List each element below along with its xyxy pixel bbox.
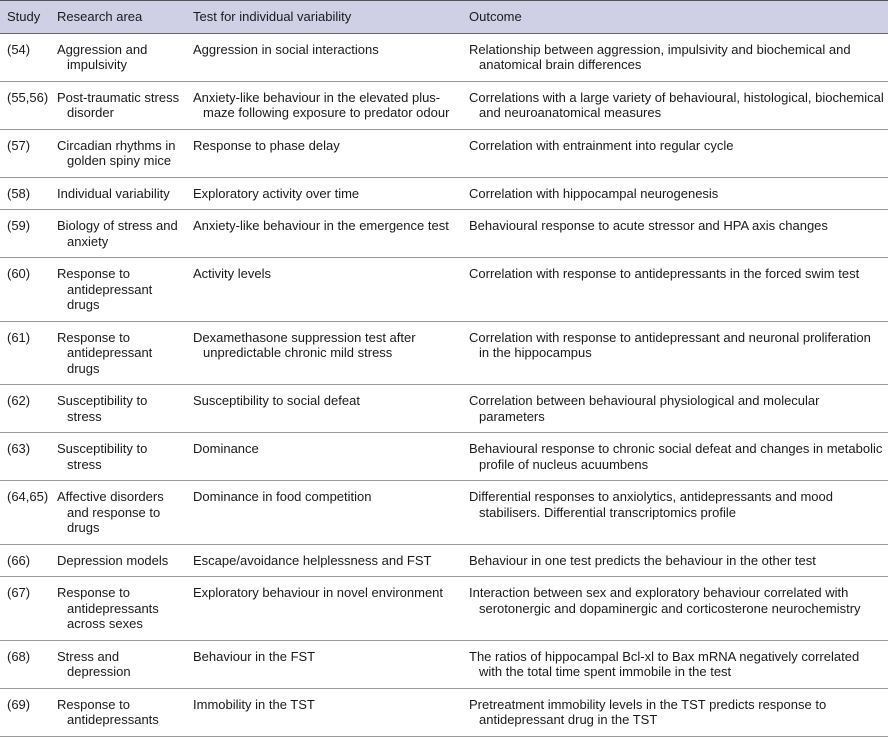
table-row: (59) Biology of stress and anxiety Anxiety… [0,210,888,258]
table-row: (60) Response to antidepressant drugs Acti… [0,258,888,321]
table-cell: Anxiety-like behaviour in the emergence … [193,218,449,233]
table-cell: Dexamethasone suppression test after unp… [193,329,416,361]
table-body: (54) Aggression and impulsivity Aggression… [0,33,888,736]
table-cell: Response to antidepressants [57,696,159,728]
table-row: (57) Circadian rhythms in golden spiny mi… [0,129,888,177]
column-header: Study [7,9,41,24]
table-cell: Biology of stress and anxiety [57,218,178,249]
table-cell: Exploratory behaviour in novel environme… [193,585,444,600]
table-cell: (58) [7,185,31,201]
table-cell: Relationship between aggression, impulsi… [469,41,851,73]
table-cell: Behavioural response to acute stressor a… [469,218,828,233]
table-row: (62) Susceptibility to stress Susceptibili… [0,385,888,433]
table-row: (69) Response to antidepressants Immobilit… [0,688,888,736]
table-cell: Circadian rhythms in golden spiny mice [57,137,176,169]
table-cell: Correlation with entrainment into regula… [469,137,734,153]
table-cell: Immobility in the TST [193,696,315,712]
header-row: Study Research area Test for individual va… [0,0,888,33]
table-cell: Differential responses to anxiolytics, a… [469,489,833,520]
column-header: Research area [57,9,143,24]
table-cell: Affective disorders and response to drug… [57,489,164,535]
table-cell: (55,56) [7,89,49,105]
table-cell: Correlation between behavioural physiolo… [469,393,820,424]
table-cell: Aggression in social interactions [193,41,379,57]
table-cell: Depression models [57,552,169,568]
table-row: (64,65) Affective disorders and response … [0,481,888,544]
table-cell: Response to antidepressant drugs [57,329,153,376]
table-cell: Susceptibility to stress [57,441,148,472]
table-cell: Anxiety-like behaviour in the elevated p… [193,89,450,121]
table-cell: (57) [7,137,31,153]
table-cell: Dominance in food competition [193,489,372,504]
table-cell: (61) [7,329,31,345]
table-cell: Correlation with response to antidepress… [469,266,860,281]
table-cell: Behaviour in one test predicts the behav… [469,552,816,568]
table-row: (54) Aggression and impulsivity Aggression… [0,33,888,81]
table-cell: (63) [7,441,31,456]
table-cell: Response to antidepressants across sexes [57,585,159,631]
table-cell: Correlation with response to antidepress… [469,329,871,361]
table-cell: (54) [7,41,31,57]
table-cell: Individual variability [57,185,170,201]
table-cell: Correlations with a large variety of beh… [469,89,884,121]
table-row: (68) Stress and depression Behaviour in th… [0,640,888,688]
table-cell: (62) [7,393,31,408]
table-cell: Escape/avoidance helplessness and FST [193,552,432,568]
table-row: (61) Response to antidepressant drugs Dexa… [0,321,888,385]
table-cell: Pretreatment immobility levels in the TS… [469,696,827,728]
table-row: (67) Response to antidepressants across s… [0,577,888,640]
table-cell: Susceptibility to stress [57,393,148,424]
table-cell: Activity levels [193,266,272,281]
table-cell: Behaviour in the FST [193,648,316,664]
table-cell: The ratios of hippocampal Bcl-xl to Bax … [469,648,860,680]
table-cell: (66) [7,552,31,568]
table-cell: Susceptibility to social defeat [193,393,360,408]
table-cell: Behavioural response to chronic social d… [469,441,883,472]
table-cell: Post-traumatic stress disorder [57,89,180,121]
table-header: Study Research area Test for individual va… [0,0,888,33]
table-row: (66) Depression models Escape/avoidance he… [0,544,888,577]
column-header: Outcome [469,9,522,24]
table-cell: Exploratory activity over time [193,185,360,201]
column-header: Test for individual variability [193,9,352,24]
table-cell: Interaction between sex and exploratory … [469,585,861,616]
table-cell: (64,65) [7,489,49,504]
table-cell: (67) [7,585,31,600]
table-cell: Correlation with hippocampal neurogenesi… [469,185,719,201]
table-cell: (60) [7,266,31,281]
table-row: (58) Individual variability Exploratory ac… [0,177,888,210]
table-cell: Response to antidepressant drugs [57,266,153,312]
table-cell: Dominance [193,441,259,456]
table-cell: Stress and depression [57,648,131,680]
table-cell: Response to phase delay [193,137,340,153]
table-row: (55,56) Post-traumatic stress disorder Anx… [0,81,888,129]
table-cell: Aggression and impulsivity [57,41,148,73]
table-cell: (68) [7,648,31,664]
table-cell: (59) [7,218,31,233]
table-row: (63) Susceptibility to stress Dominance Beh… [0,433,888,481]
table-cell: (69) [7,696,31,712]
